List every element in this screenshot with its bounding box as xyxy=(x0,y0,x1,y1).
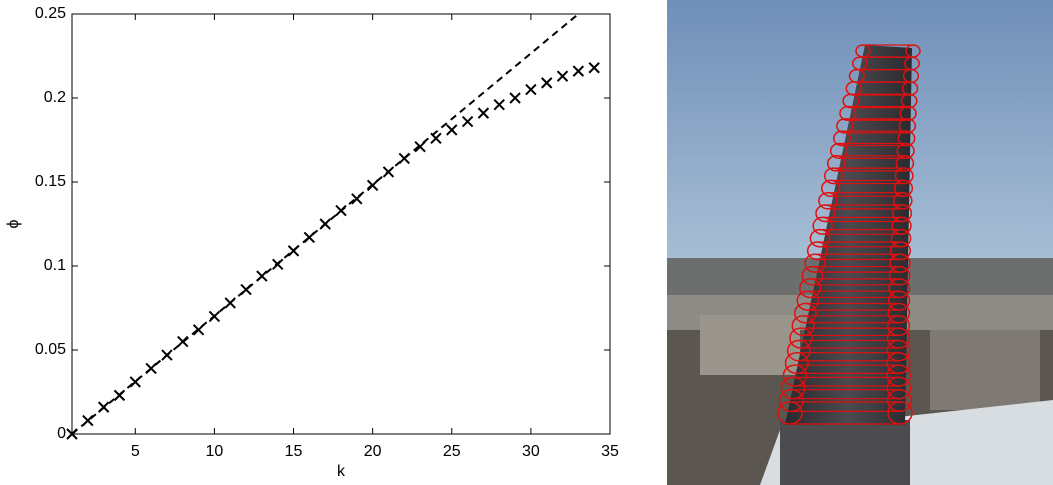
data-point xyxy=(572,65,585,77)
x-tick-label: 15 xyxy=(285,443,303,460)
stack-body xyxy=(785,45,912,425)
chart: k ϕ 5 10 15 20 25 30 35 0 0.05 0.1 0.15 0.2 0.25 xyxy=(5,5,619,480)
data-point xyxy=(525,83,537,96)
data-point xyxy=(477,107,490,119)
data-point xyxy=(556,70,569,82)
x-tick-label: 20 xyxy=(364,443,382,460)
data-point xyxy=(540,77,553,89)
y-tick-label: 0.1 xyxy=(44,257,66,274)
y-tick-label: 0.15 xyxy=(35,173,66,190)
y-tick-label: 0.2 xyxy=(44,89,66,106)
trend-line xyxy=(71,13,579,435)
y-tick-label: 0 xyxy=(57,425,66,442)
data-point xyxy=(461,115,474,128)
y-tick-label: 0.05 xyxy=(35,341,66,358)
photo xyxy=(667,0,1053,485)
data-point xyxy=(509,92,521,104)
x-tick-label: 25 xyxy=(443,443,461,460)
x-tick-label: 5 xyxy=(131,443,140,460)
data-point xyxy=(446,124,458,136)
data-point xyxy=(493,99,505,111)
x-axis-label: k xyxy=(337,463,346,480)
y-axis-label: ϕ xyxy=(5,219,22,228)
x-tick-label: 35 xyxy=(601,443,619,460)
data-point xyxy=(588,62,600,74)
x-tick-label: 10 xyxy=(206,443,224,460)
y-tick-label: 0.25 xyxy=(35,5,66,22)
x-tick-label: 30 xyxy=(522,443,540,460)
plot-frame xyxy=(71,13,611,435)
